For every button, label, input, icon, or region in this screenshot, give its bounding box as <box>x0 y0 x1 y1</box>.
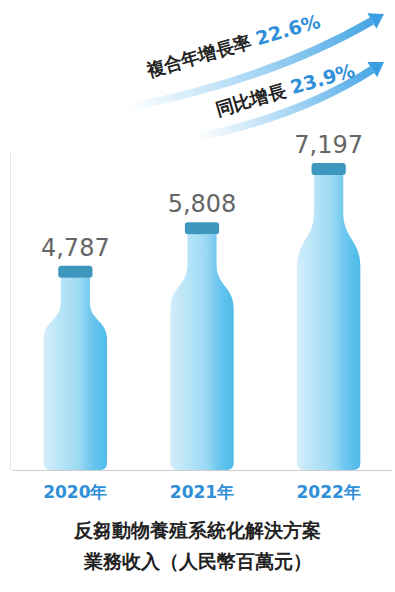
annotation-text: 複合年增長率 <box>143 31 254 81</box>
annotation-value: 22.6% <box>253 10 322 49</box>
title-line: 反芻動物養殖系統化解決方案 <box>73 519 321 541</box>
y-axis <box>10 151 11 471</box>
data-label: 4,787 <box>41 234 110 262</box>
chart: 2020年 2021年 2022年 4,787 5,808 7,197 複合年增長率22.6… <box>0 0 395 592</box>
title-line: 業務收入（人民幣百萬元） <box>83 550 312 572</box>
x-tick-label: 2020年 <box>43 482 107 502</box>
y-axis-line <box>10 151 11 471</box>
title: 反芻動物養殖系統化解決方案業務收入（人民幣百萬元） <box>73 519 321 572</box>
data-labels: 4,787 5,808 7,197 <box>41 131 363 262</box>
data-label: 7,197 <box>294 131 363 159</box>
annotation-text: 同比增長 <box>213 80 288 120</box>
annotation-value: 23.9% <box>288 59 357 98</box>
x-tick-label: 2022年 <box>297 482 361 502</box>
annotation: 複合年增長率22.6% <box>143 10 323 81</box>
annotation-arrowhead <box>367 13 384 29</box>
bottle-cap <box>312 163 346 175</box>
annotations: 複合年增長率22.6%同比增長23.9% <box>125 10 384 138</box>
bars <box>44 163 361 470</box>
x-tick-label: 2021年 <box>170 482 234 502</box>
x-tick: 2022年 <box>297 470 361 502</box>
x-axis-line <box>13 470 393 471</box>
annotation: 同比增長23.9% <box>213 59 357 120</box>
bottle-cap <box>58 266 92 278</box>
bottle-body <box>170 234 233 470</box>
x-tick: 2020年 <box>43 470 107 502</box>
bottle-cap <box>185 222 219 234</box>
x-tick: 2021年 <box>170 470 234 502</box>
x-axis: 2020年 2021年 2022年 <box>13 470 393 502</box>
data-label: 5,808 <box>168 190 237 218</box>
bottle-body <box>44 278 107 470</box>
annotation-arrowhead <box>367 62 384 77</box>
bottle-body <box>297 175 360 470</box>
